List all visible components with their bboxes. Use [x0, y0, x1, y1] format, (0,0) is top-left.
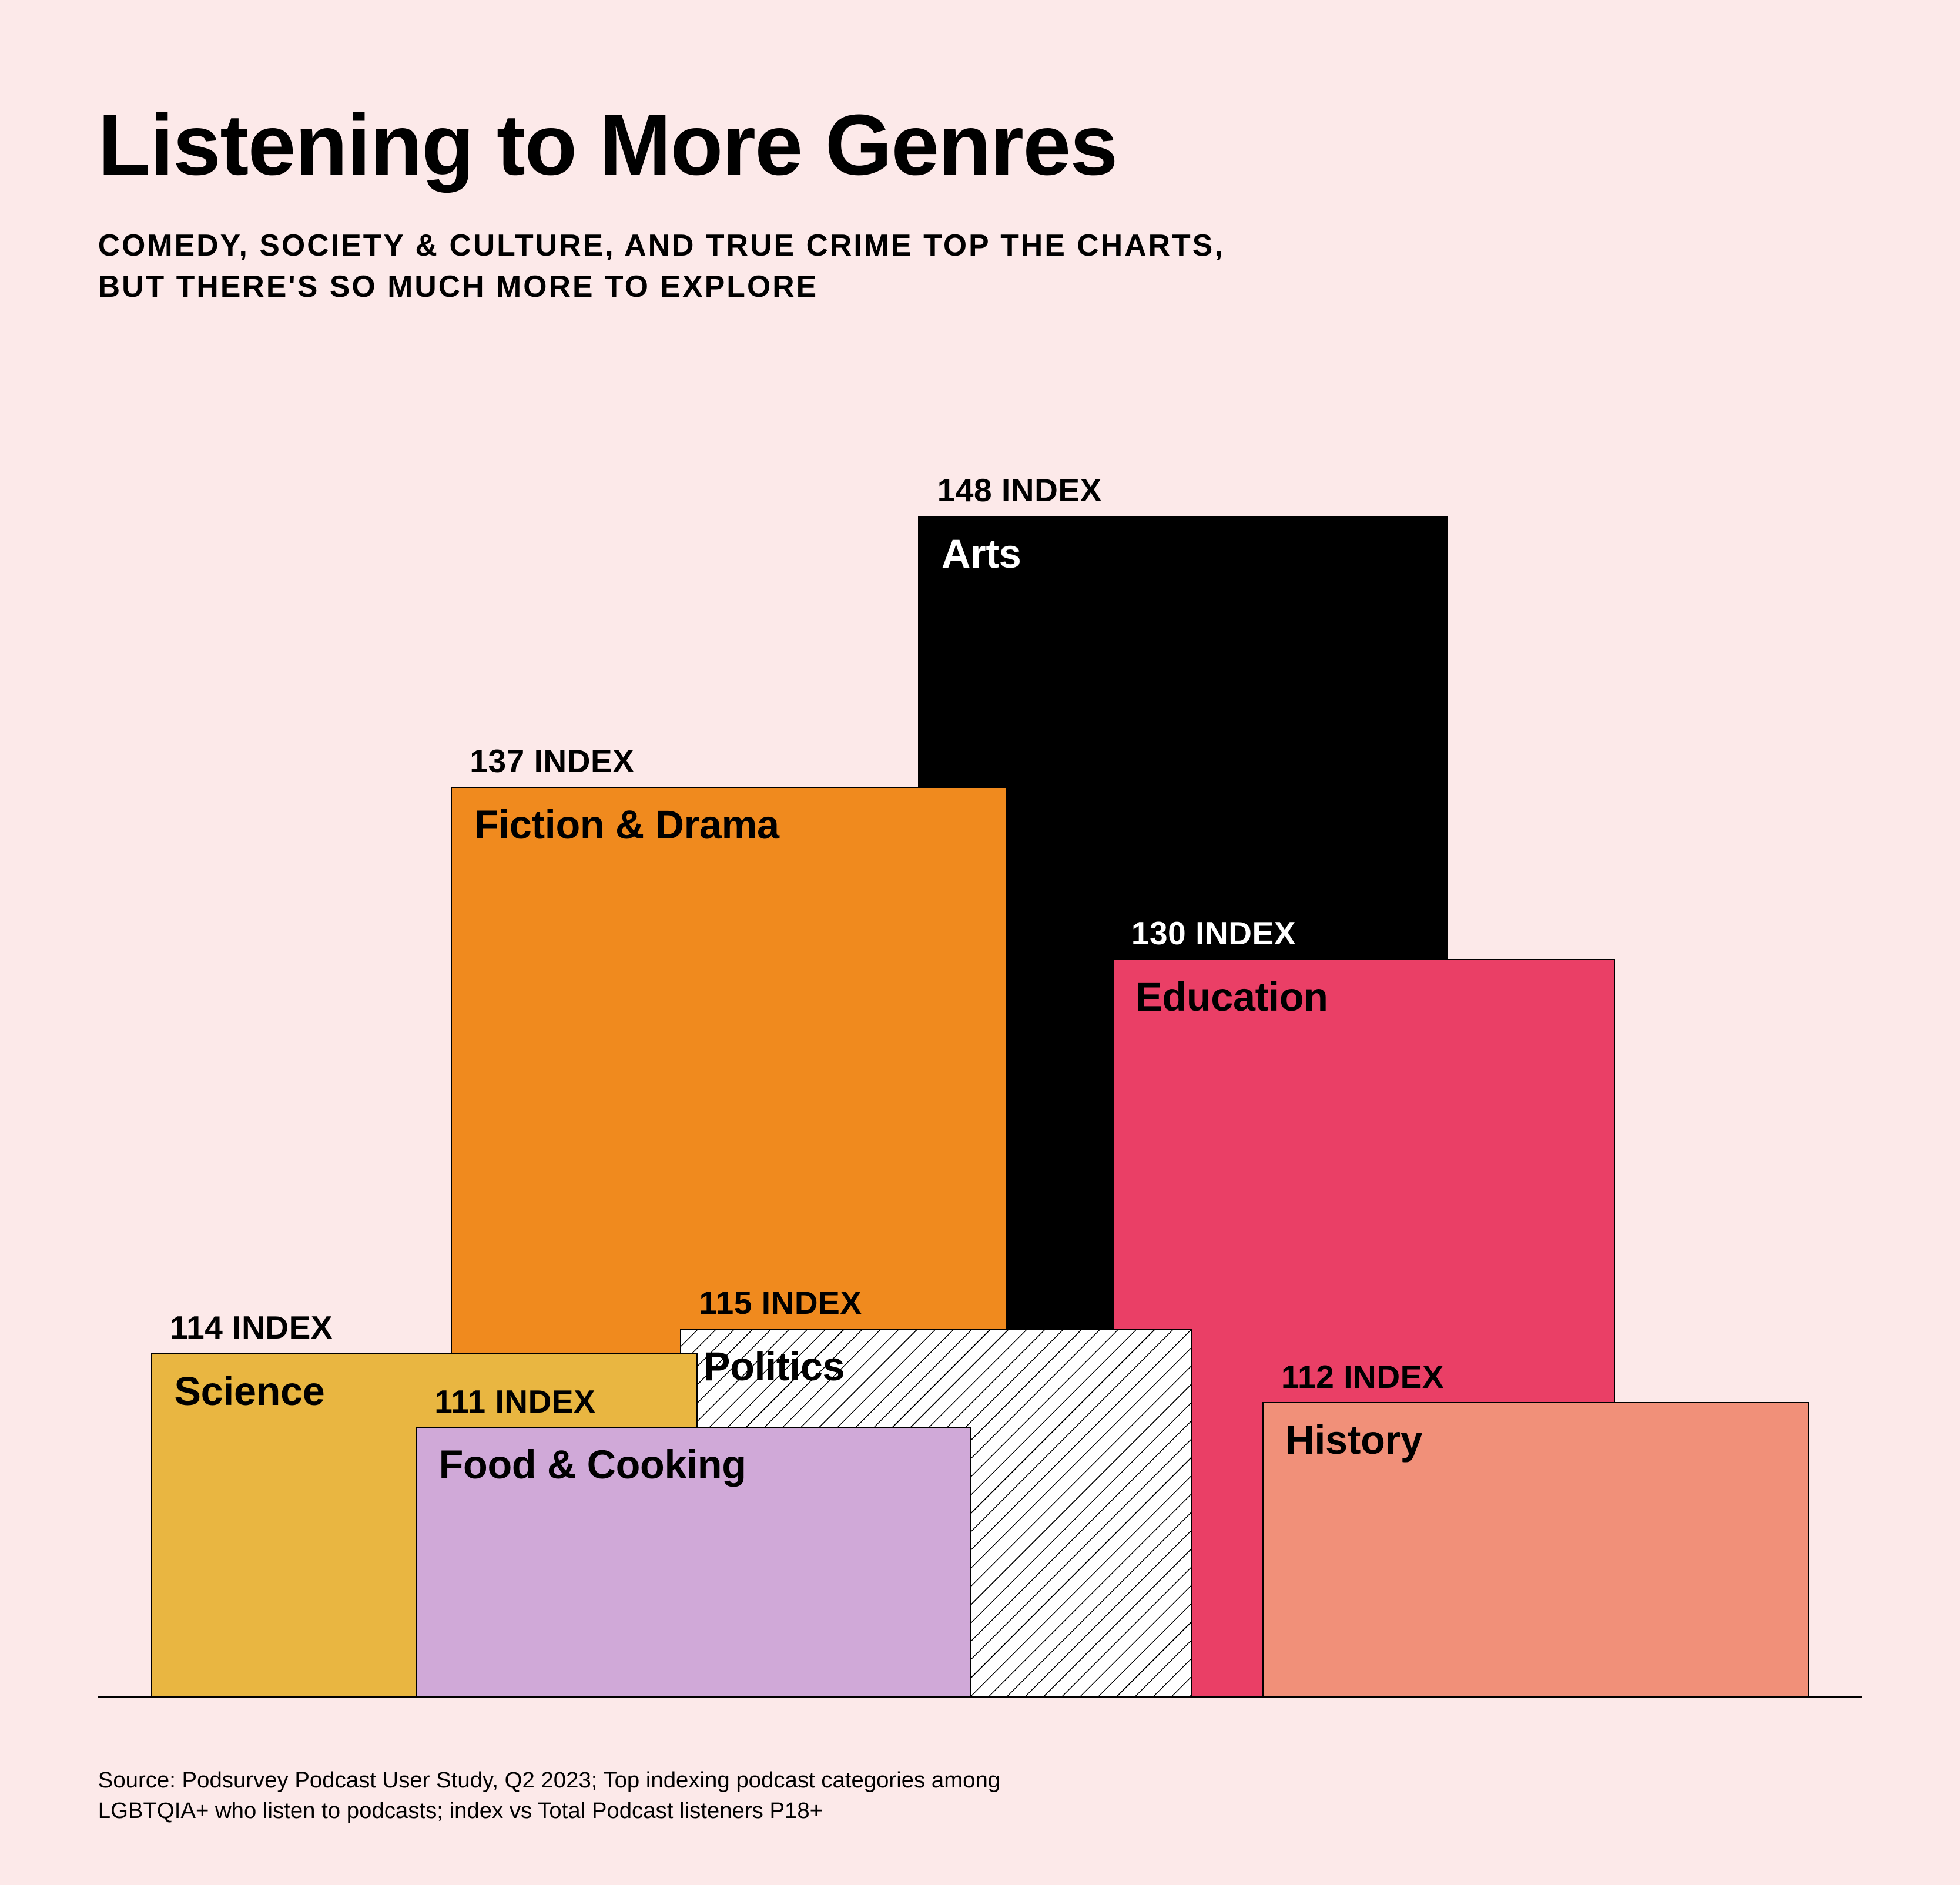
bar-index-label: 112 INDEX [1281, 1358, 1444, 1396]
chart-subtitle: COMEDY, SOCIETY & CULTURE, AND TRUE CRIM… [98, 225, 1862, 307]
bar-food-cooking: 111 INDEXFood & Cooking [416, 1427, 971, 1698]
bar-index-label: 111 INDEX [434, 1383, 595, 1420]
bar-name-label: Food & Cooking [439, 1442, 746, 1488]
bar-index-label: 130 INDEX [1131, 914, 1296, 952]
page: Listening to More Genres COMEDY, SOCIETY… [0, 0, 1960, 1885]
bar-history: 112 INDEXHistory [1262, 1402, 1809, 1698]
chart-title: Listening to More Genres [98, 96, 1862, 195]
bar-name-label: Fiction & Drama [474, 802, 779, 848]
bar-name-label: Science [174, 1369, 324, 1414]
bar-index-label: 148 INDEX [937, 471, 1102, 509]
chart-area: 148 INDEX Arts 137 INDEX Fiction & Drama 130… [98, 374, 1862, 1698]
chart-stage: 148 INDEX Arts 137 INDEX Fiction & Drama 130… [98, 374, 1862, 1698]
bar-name-label: Arts [942, 531, 1021, 577]
bar-index-label: 137 INDEX [470, 742, 634, 780]
bar-index-label: 115 INDEX [699, 1284, 862, 1321]
bar-name-label: Education [1135, 974, 1328, 1020]
source-note: Source: Podsurvey Podcast User Study, Q2… [98, 1765, 1862, 1826]
bar-index-label: 114 INDEX [170, 1309, 333, 1346]
bar-name-label: History [1285, 1417, 1422, 1463]
bar-name-label: Politics [703, 1344, 845, 1390]
